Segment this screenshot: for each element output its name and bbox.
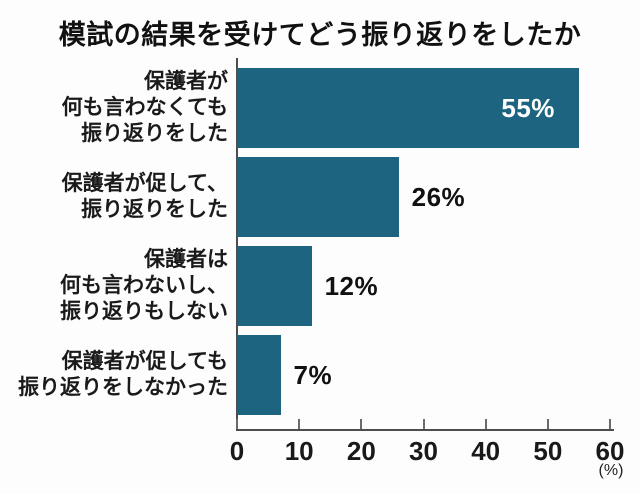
category-label: 保護者が促しても 振り返りをしなかった: [18, 350, 228, 399]
percent-unit-label: (%): [598, 462, 624, 479]
x-tick: [422, 419, 425, 429]
bar: [237, 246, 312, 326]
chart-title: 模試の結果を受けてどう振り返りをしたか: [58, 20, 582, 50]
bar: [237, 157, 399, 237]
x-tick-label: 60: [595, 436, 625, 466]
x-tick-label: 20: [346, 436, 376, 466]
y-axis-line: [236, 58, 238, 431]
x-tick: [236, 419, 238, 429]
x-tick: [484, 419, 487, 429]
x-tick-label: 40: [471, 436, 501, 466]
x-tick-label: 0: [229, 436, 245, 466]
x-tick: [360, 419, 363, 429]
x-tick: [298, 419, 301, 429]
category-label: 保護者が 何も言わなくても 振り返りをした: [61, 70, 228, 145]
x-tick: [546, 419, 549, 429]
x-axis-line: [236, 429, 614, 431]
bar-value-label: 26%: [411, 181, 466, 212]
x-tick-label: 30: [409, 436, 438, 466]
bar-value-label: 12%: [324, 270, 379, 301]
x-tick-label: 10: [284, 436, 314, 466]
bar-value-label: 7%: [293, 359, 333, 390]
bar-value-label: 55%: [501, 92, 555, 123]
category-label: 保護者が促して、 振り返りをした: [61, 172, 228, 221]
x-tick: [609, 419, 611, 429]
bar: [237, 335, 281, 415]
bar: [237, 68, 579, 148]
x-tick-label: 50: [533, 436, 563, 466]
category-label: 保護者は 何も言わないし、 振り返りもしない: [60, 248, 228, 323]
